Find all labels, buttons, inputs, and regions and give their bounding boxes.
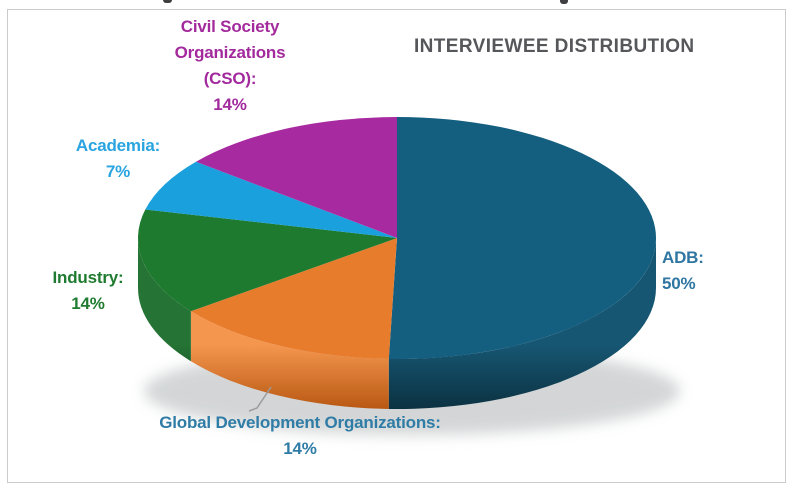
slice-label-adb: ADB: 50% bbox=[662, 248, 704, 293]
slice-label-academia: Academia: 7% bbox=[75, 136, 161, 181]
slice-label-industry: Industry: 14% bbox=[52, 268, 124, 313]
pie-side-global-development-organizations bbox=[190, 311, 389, 409]
pie-slice-industry[interactable] bbox=[138, 209, 398, 312]
cropped-text-artifact-left bbox=[163, 0, 172, 3]
pie-slice-civil-society-organizations-cso-[interactable] bbox=[195, 117, 397, 238]
cropped-text-artifact-right bbox=[560, 0, 568, 4]
callout-leader-line bbox=[248, 386, 272, 412]
pie-side-industry bbox=[138, 238, 191, 362]
pie-slice-global-development-organizations[interactable] bbox=[190, 238, 397, 359]
pie-slice-academia[interactable] bbox=[145, 161, 397, 238]
slice-label-global-development-organizations: Global Development Organizations: 14% bbox=[159, 413, 441, 458]
slice-label-civil-society-organizations-cso-: Civil Society Organizations (CSO): 14% bbox=[174, 17, 286, 114]
pie-slice-adb[interactable] bbox=[388, 117, 657, 360]
pie-side-adb bbox=[388, 238, 656, 409]
chart-title: INTERVIEWEE DISTRIBUTION bbox=[414, 36, 695, 57]
